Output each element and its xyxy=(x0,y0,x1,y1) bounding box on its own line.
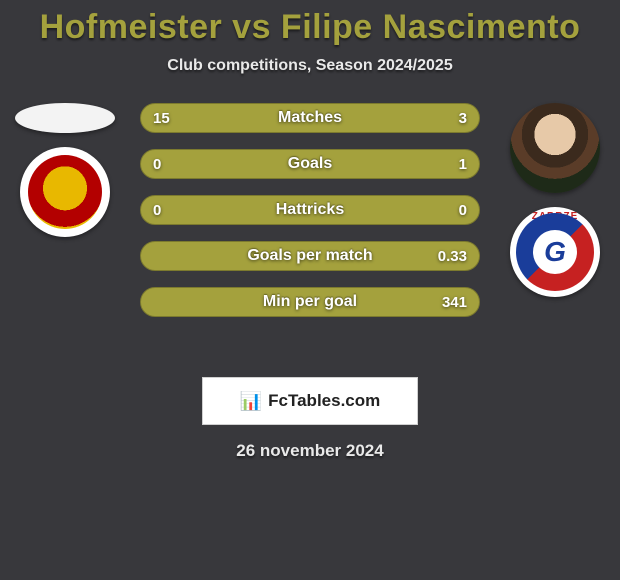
stat-left-value: 0 xyxy=(153,156,161,173)
stat-right-value: 341 xyxy=(442,294,467,311)
stat-left-value: 0 xyxy=(153,202,161,219)
stat-label: Goals xyxy=(288,155,332,173)
stat-label: Min per goal xyxy=(263,293,357,311)
stat-bars: 15 Matches 3 0 Goals 1 0 Hattricks 0 Goals per ma… xyxy=(140,103,480,333)
right-player-column: ZABRZE G xyxy=(500,103,610,297)
left-player-avatar xyxy=(15,103,115,133)
right-player-avatar xyxy=(510,103,600,193)
stat-row: Goals per match 0.33 xyxy=(140,241,480,271)
stat-right-value: 3 xyxy=(459,110,467,127)
stat-label: Matches xyxy=(278,109,342,127)
page-title: Hofmeister vs Filipe Nascimento xyxy=(0,0,620,47)
stat-row: 0 Goals 1 xyxy=(140,149,480,179)
comparison-area: 15 Matches 3 0 Goals 1 0 Hattricks 0 Goals per ma… xyxy=(0,103,620,363)
stat-row: 15 Matches 3 xyxy=(140,103,480,133)
stat-right-value: 0.33 xyxy=(438,248,467,265)
subtitle: Club competitions, Season 2024/2025 xyxy=(0,57,620,75)
date-label: 26 november 2024 xyxy=(0,441,620,461)
watermark-chart-icon: 📊 xyxy=(240,391,262,412)
right-club-badge-letter: G xyxy=(533,230,577,274)
left-club-badge xyxy=(20,147,110,237)
stat-row: Min per goal 341 xyxy=(140,287,480,317)
right-club-badge: ZABRZE G xyxy=(510,207,600,297)
watermark: 📊 FcTables.com xyxy=(202,377,418,425)
watermark-text: FcTables.com xyxy=(268,391,380,411)
left-player-column xyxy=(10,103,120,237)
stat-label: Hattricks xyxy=(276,201,344,219)
stat-left-value: 15 xyxy=(153,110,170,127)
stat-right-value: 1 xyxy=(459,156,467,173)
stat-right-value: 0 xyxy=(459,202,467,219)
stat-label: Goals per match xyxy=(247,247,372,265)
stat-row: 0 Hattricks 0 xyxy=(140,195,480,225)
